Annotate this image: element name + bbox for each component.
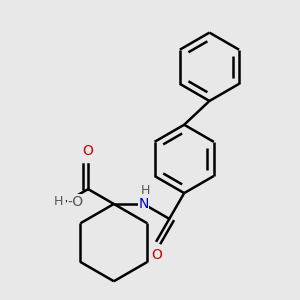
Text: O: O [83, 144, 94, 158]
Text: -O: -O [68, 195, 84, 209]
Text: O: O [151, 248, 162, 262]
Text: H: H [140, 184, 150, 196]
Text: N: N [138, 197, 149, 211]
Text: H: H [54, 195, 63, 208]
